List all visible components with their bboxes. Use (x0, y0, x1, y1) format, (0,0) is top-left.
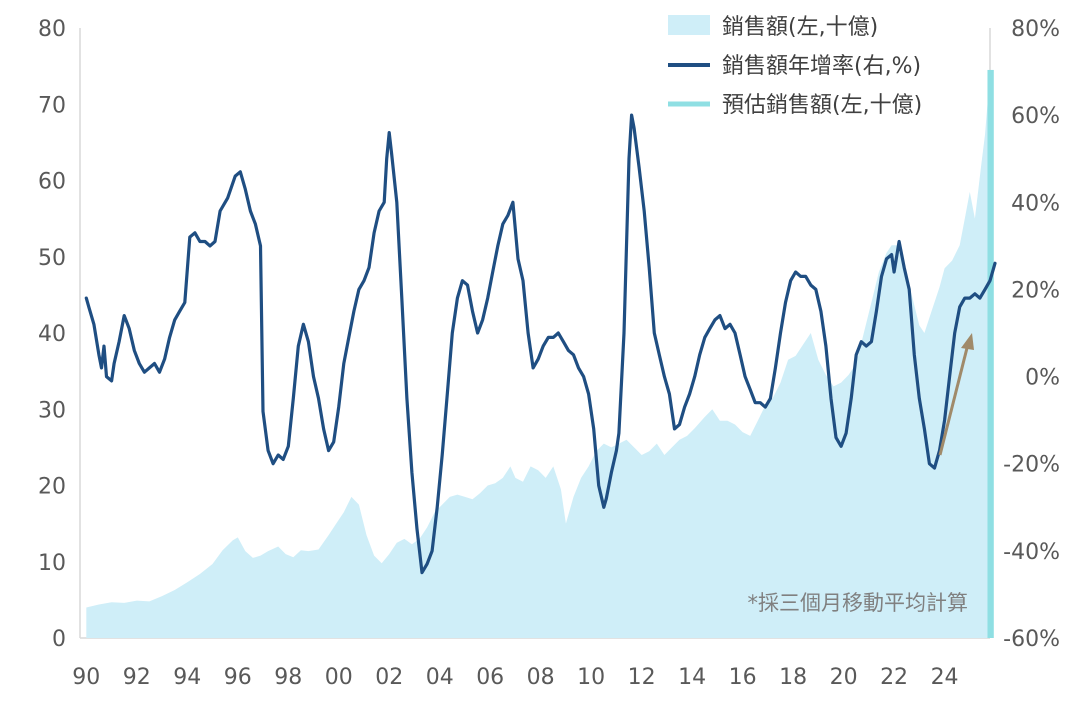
x-tick-label: 98 (274, 665, 302, 690)
x-tick-label: 96 (224, 665, 252, 690)
x-tick-label: 22 (880, 665, 908, 690)
right-tick-label: -40% (1003, 540, 1060, 565)
right-tick-label: 20% (1011, 278, 1060, 303)
left-tick-label: 0 (52, 627, 66, 652)
trend-arrow-shaft (938, 343, 970, 456)
right-tick-label: 60% (1011, 104, 1060, 129)
x-tick-label: 94 (173, 665, 201, 690)
footnote: *採三個月移動平均計算 (748, 591, 969, 615)
right-tick-label: 40% (1011, 191, 1060, 216)
x-tick-label: 90 (72, 665, 100, 690)
x-tick-label: 04 (426, 665, 454, 690)
left-tick-label: 10 (38, 551, 66, 576)
legend-label: 銷售額年增率(右,%) (722, 54, 921, 79)
x-tick-label: 18 (779, 665, 807, 690)
legend-swatch-area (668, 15, 710, 35)
left-tick-label: 60 (38, 170, 66, 195)
growth-line-layer (84, 113, 997, 575)
left-tick-label: 20 (38, 475, 66, 500)
x-tick-label: 16 (729, 665, 757, 690)
left-tick-label: 40 (38, 322, 66, 347)
growth-line (84, 113, 997, 575)
tick-label-layer: 0 10 20 30 40 50 60 70 80 -60% -40% -20% 0% 20% 40% 60%… (38, 17, 1060, 690)
x-tick-label: 00 (325, 665, 353, 690)
right-tick-label: 0% (1025, 366, 1060, 391)
trend-arrow (938, 333, 974, 456)
x-tick-label: 02 (375, 665, 403, 690)
forecast-bar (987, 69, 994, 638)
left-tick-label: 70 (38, 93, 66, 118)
legend: 銷售額(左,十億) 銷售額年增率(右,%) 預估銷售額(左,十億) (668, 15, 922, 118)
trend-arrow-head (961, 333, 974, 350)
x-tick-label: 10 (577, 665, 605, 690)
forecast-bar-layer (987, 69, 994, 638)
sales-area-layer (86, 69, 991, 638)
sales-area (86, 69, 991, 638)
x-tick-label: 20 (830, 665, 858, 690)
x-tick-label: 12 (628, 665, 656, 690)
legend-label: 銷售額(左,十億) (722, 15, 878, 40)
left-tick-label: 80 (38, 17, 66, 42)
left-tick-label: 50 (38, 246, 66, 271)
legend-label: 預估銷售額(左,十億) (722, 93, 922, 118)
x-tick-label: 08 (527, 665, 555, 690)
right-tick-label: 80% (1011, 17, 1060, 42)
right-tick-label: -20% (1003, 453, 1060, 478)
left-tick-label: 30 (38, 398, 66, 423)
right-tick-label: -60% (1003, 627, 1060, 652)
x-tick-label: 14 (678, 665, 706, 690)
x-tick-label: 24 (931, 665, 959, 690)
x-tick-label: 92 (123, 665, 151, 690)
x-tick-label: 06 (476, 665, 504, 690)
